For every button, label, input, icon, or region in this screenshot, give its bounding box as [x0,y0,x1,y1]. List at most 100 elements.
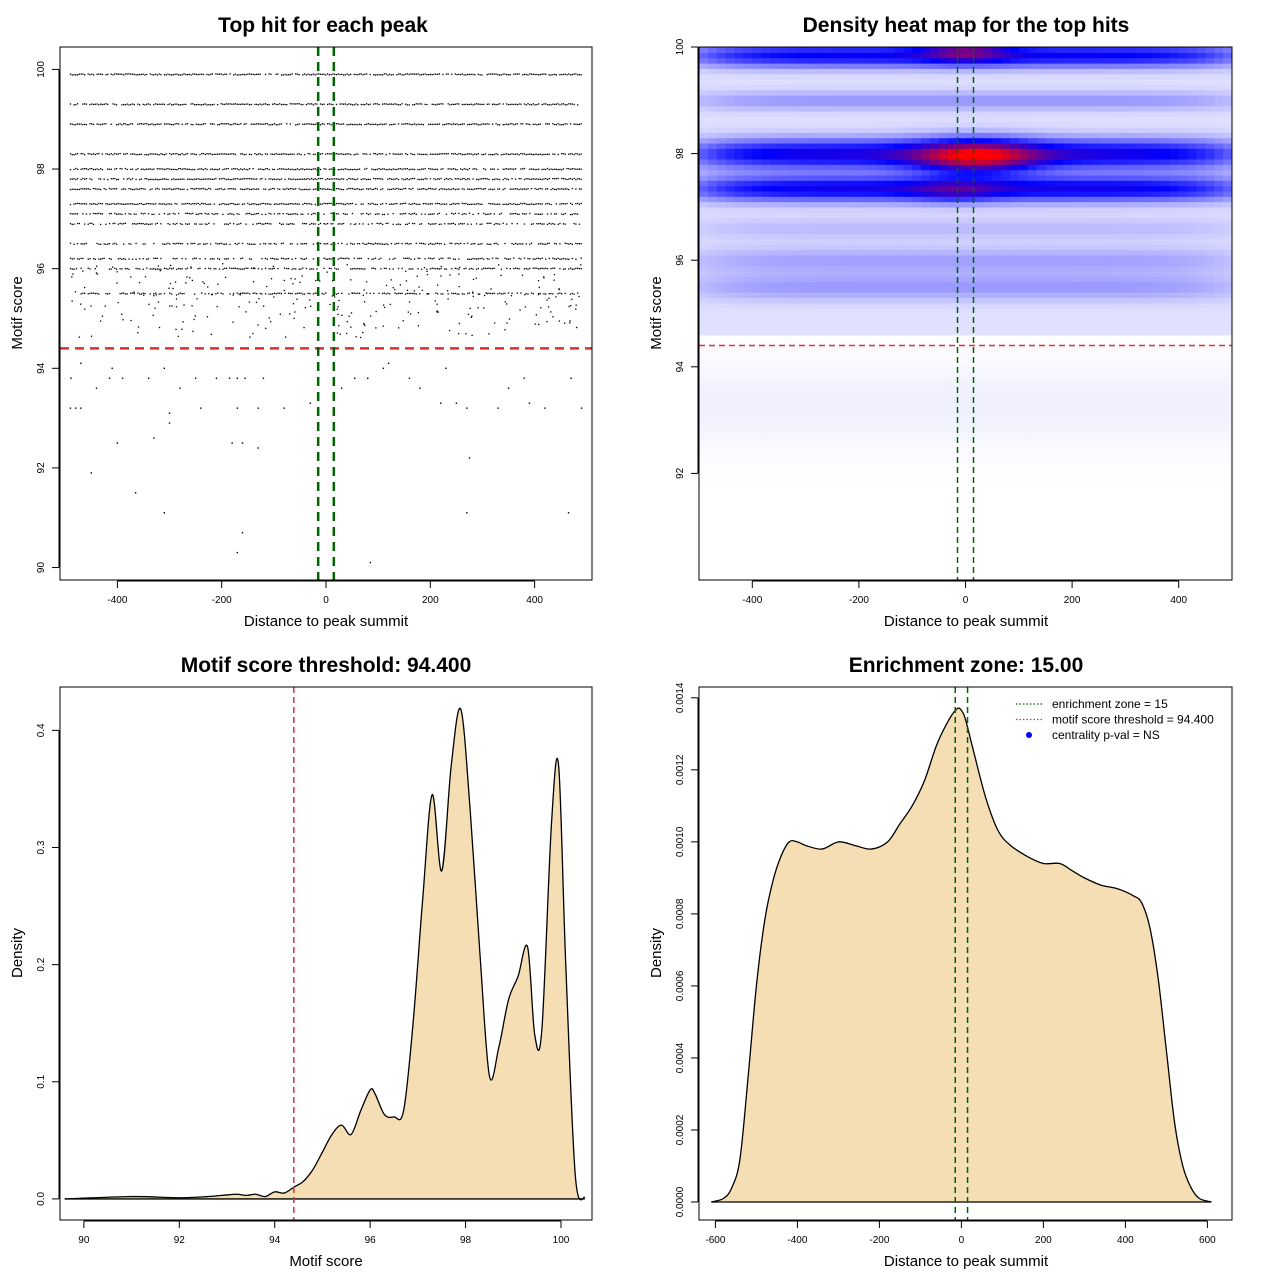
scatter-point [437,311,439,313]
heatmap-cell [734,233,745,240]
scatter-point [158,73,160,75]
scatter-point [506,203,508,206]
heatmap-cell [699,78,709,85]
heatmap-cell [778,47,789,53]
scatter-point [284,203,286,205]
heatmap-cell [761,62,771,69]
scatter-point [525,73,527,76]
heatmap-cell [752,105,762,112]
heatmap-cell [761,57,771,64]
scatter-point [507,123,510,126]
scatter-point [179,104,182,106]
scatter-point [84,154,86,156]
heatmap-cell [699,564,709,570]
heatmap-cell [743,254,753,261]
scatter-point [431,153,433,155]
scatter-point [190,266,192,268]
scatter-point [406,292,409,295]
heatmap-cell [743,494,753,501]
heatmap-cell [796,121,807,128]
heatmap-cell [716,382,727,389]
scatter-point [271,123,274,126]
scatter-point [500,293,503,295]
scatter-point [420,178,423,180]
scatter-point [202,243,205,245]
scatter-point [577,267,579,269]
scatter-point [458,285,460,288]
scatter-point [408,268,410,270]
heatmap-cell [787,494,798,501]
heatmap-cell [770,126,780,133]
heatmap-cell [725,228,736,235]
scatter-point [502,178,504,181]
heatmap-cell [761,116,771,123]
scatter-point [486,178,488,180]
heatmap-cell [787,425,798,432]
scatter-point [335,268,338,270]
heatmap-cell [716,350,727,357]
heatmap-cell [743,260,753,267]
scatter-point [417,123,419,125]
scatter-point [227,123,229,125]
scatter-point [300,292,302,294]
scatter-point [559,188,561,190]
heatmap-cell [814,340,824,347]
scatter-point [119,257,121,260]
scatter-point [553,168,556,170]
heatmap-cell [716,158,727,165]
scatter-point [397,188,400,190]
scatter-point [546,178,549,181]
heatmap-cell [823,302,833,309]
heatmap-cell [823,542,833,549]
scatter-point [319,103,322,105]
scatter-point [71,188,73,190]
scatter-point [206,188,208,191]
scatter-point [539,222,542,225]
heatmap-cell [787,281,798,288]
scatter-point [493,213,495,215]
scatter-point [470,243,472,245]
heatmap-cell [814,190,824,197]
heatmap-cell [707,542,718,549]
scatter-point [344,168,346,170]
heatmap-cell [770,153,780,160]
heatmap-cell [725,142,736,149]
heatmap-cell [787,100,798,107]
scatter-point [552,103,554,105]
heatmap-cell [743,265,753,272]
heatmap-cell [778,462,789,469]
heatmap-cell [796,308,807,315]
scatter-point [434,300,436,302]
heatmap-cell [823,484,833,490]
scatter-point [261,104,263,106]
heatmap-cell [752,302,762,309]
heatmap-cell [707,324,718,331]
scatter-point [353,123,355,126]
scatter-point [452,202,455,205]
scatter-point [110,168,112,170]
scatter-point [179,178,182,181]
scatter-point [451,203,453,205]
scatter-point [537,293,540,296]
scatter-point [130,292,132,294]
scatter-point [376,178,378,180]
scatter-point [325,292,327,294]
scatter-point [573,103,575,106]
scatter-point [364,324,366,327]
scatter-point [571,73,573,76]
scatter-point [472,123,474,125]
scatter-point [275,73,277,75]
scatter-point [190,153,192,155]
scatter-point [154,123,157,126]
scatter-point [374,178,377,180]
scatter-point [424,188,426,190]
scatter-point [176,178,178,181]
heatmap-cell [707,377,718,384]
heatmap-cell [707,148,718,155]
heatmap-cell [725,500,736,506]
scatter-point [175,294,178,296]
scatter-point [463,213,465,215]
scatter-point [475,268,478,270]
heatmap-cell [752,526,762,533]
scatter-point [138,73,141,76]
